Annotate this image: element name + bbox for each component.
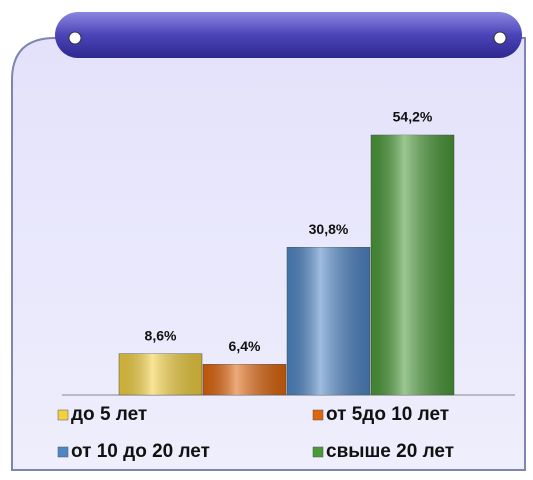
bar-shine: [119, 353, 202, 395]
legend-label: до 5 лет: [71, 404, 147, 425]
legend-swatch: [312, 409, 324, 421]
value-label: 30,8%: [309, 221, 349, 237]
value-label: 8,6%: [145, 327, 177, 343]
legend-label: от 5до 10 лет: [326, 404, 449, 425]
value-label: 54,2%: [393, 109, 433, 125]
legend-label: свыше 20 лет: [326, 441, 454, 462]
tab-dot: [68, 31, 82, 45]
legend-label: от 10 до 20 лет: [71, 441, 210, 462]
legend-swatch: [57, 409, 69, 421]
bar-shine: [287, 247, 370, 395]
legend-swatch: [57, 446, 69, 458]
bar-shine: [371, 135, 454, 395]
value-label: 6,4%: [229, 338, 261, 354]
bar-shine: [203, 364, 286, 395]
header-tab: [55, 12, 522, 58]
legend-swatch: [312, 446, 324, 458]
tab-dot: [493, 31, 507, 45]
